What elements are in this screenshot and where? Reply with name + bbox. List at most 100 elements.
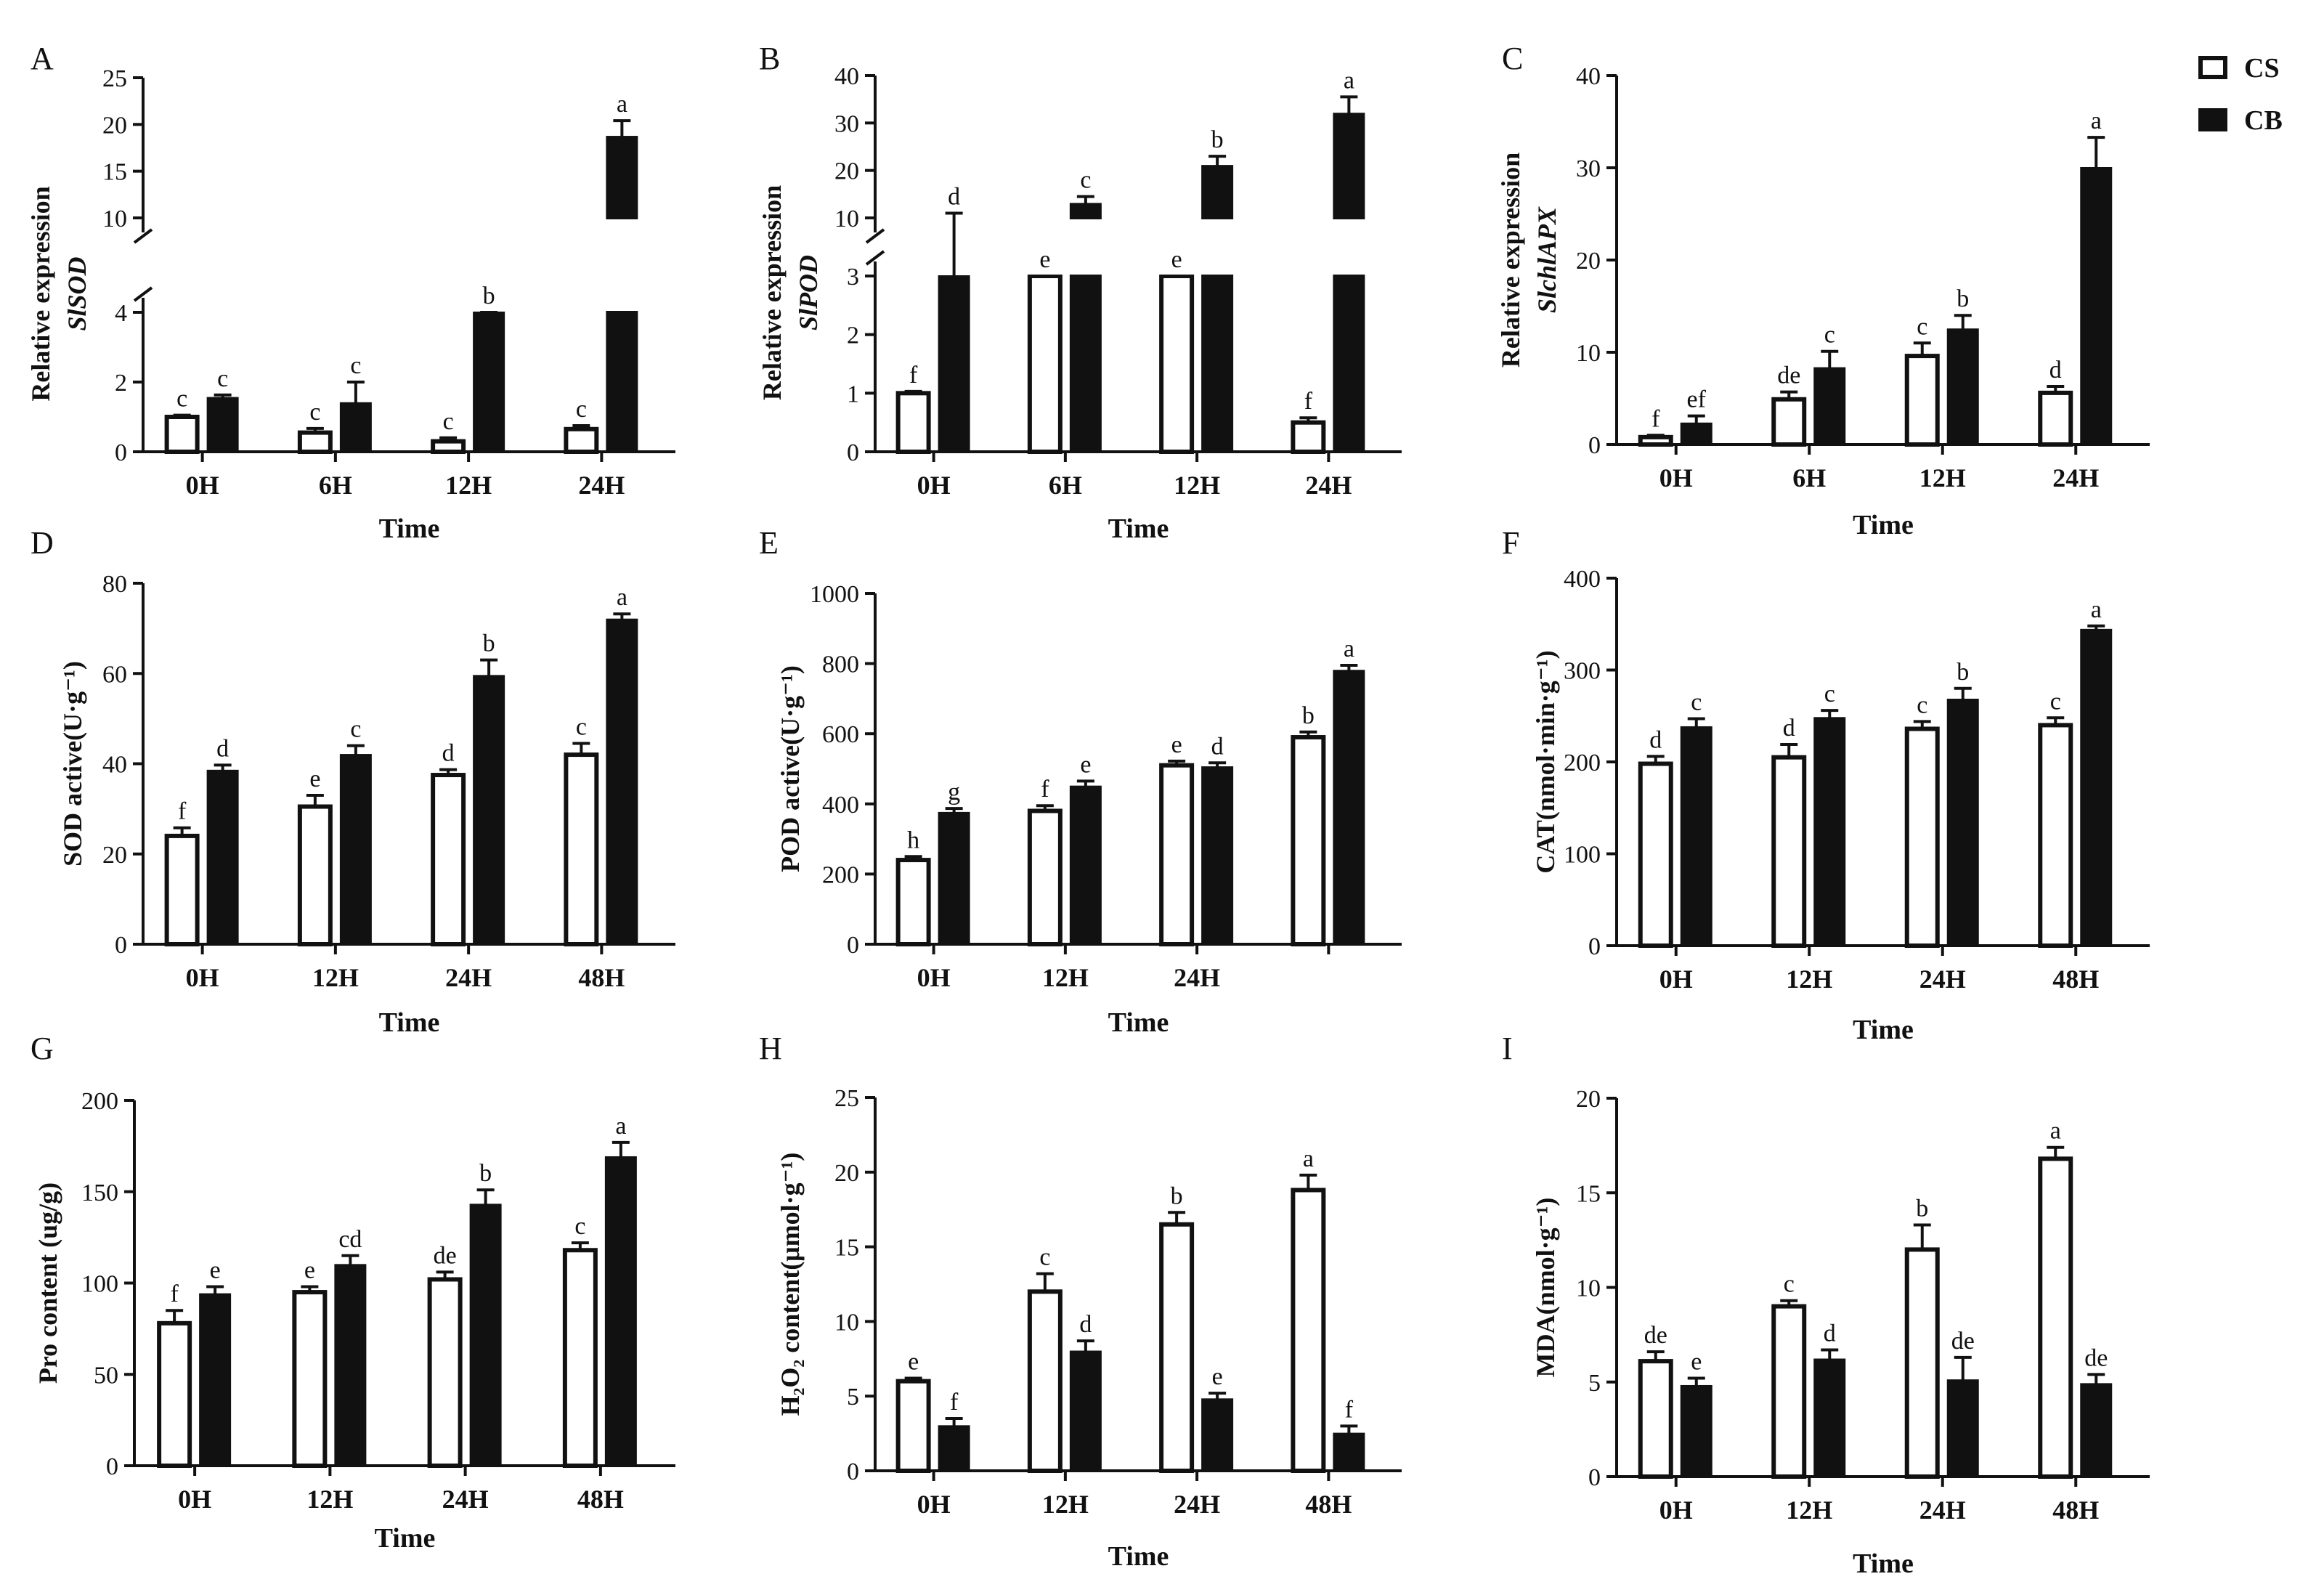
- y-tick-label: 1000: [810, 581, 859, 608]
- x-tick-label: 24H: [1174, 1490, 1220, 1519]
- panel-i: I051015200Hdee12Hcd24Hbde48HadeTimeMDA(n…: [1502, 1031, 2150, 1579]
- y-tick-label: 1: [847, 381, 859, 407]
- y-tick-label: 0: [847, 932, 859, 959]
- bar-cb: [938, 1425, 970, 1472]
- bar-cs: [1159, 763, 1195, 947]
- y-tick-label: 2: [115, 370, 127, 397]
- x-tick-label: 24H: [578, 471, 625, 500]
- bar-break-gap: [1025, 219, 1064, 275]
- x-tick-label: 6H: [319, 471, 352, 500]
- y-tick-label: 20: [102, 112, 127, 139]
- y-tick-label: 25: [834, 1085, 859, 1112]
- panel-a: A 0 2 4 10 15 20 25 0H c c 6H c c 12H c b 24H c a Time Relati…: [26, 41, 675, 544]
- bar-cs: [157, 1320, 192, 1468]
- x-axis-title: Time: [379, 514, 440, 544]
- x-tick-label: 12H: [306, 1485, 353, 1514]
- significance-letter: d: [1824, 1320, 1836, 1347]
- significance-letter: e: [1171, 246, 1182, 273]
- y-tick-label: 0: [115, 932, 127, 959]
- bar-cb: [2080, 1383, 2113, 1477]
- significance-letter: f: [1304, 388, 1313, 415]
- bar-cs: [1291, 420, 1326, 455]
- bar-cb: [938, 811, 970, 945]
- significance-letter: f: [1345, 1396, 1354, 1423]
- y-tick-label: 200: [822, 861, 859, 888]
- x-tick-label: 12H: [312, 963, 359, 992]
- bar-cb: [206, 397, 239, 452]
- y-axis-title: Relative expression: [26, 186, 55, 401]
- bar-cs: [431, 773, 466, 946]
- significance-letter: a: [1303, 1145, 1314, 1172]
- significance-letter: f: [1651, 405, 1660, 432]
- bar-cb: [1946, 698, 1979, 946]
- y-tick-label: 200: [1564, 750, 1601, 776]
- bar-cs: [1904, 1247, 1940, 1480]
- significance-letter: c: [350, 352, 361, 379]
- significance-letter: f: [178, 798, 187, 825]
- significance-letter: b: [1916, 1196, 1928, 1222]
- significance-letter: f: [1041, 776, 1049, 803]
- bar-cs: [2038, 390, 2073, 447]
- bar-cb: [1813, 1358, 1846, 1477]
- bar-cb: [1201, 165, 1234, 452]
- significance-letter: c: [176, 386, 187, 413]
- x-tick-label: 24H: [1305, 471, 1352, 500]
- significance-letter: d: [1211, 733, 1224, 760]
- bar-cs: [164, 833, 200, 947]
- x-tick-label: 0H: [178, 1485, 211, 1514]
- bar-cb: [206, 769, 239, 945]
- significance-letter: de: [1777, 362, 1800, 389]
- bar-cb: [2080, 167, 2113, 445]
- bar-cs: [292, 1290, 328, 1468]
- legend-label: CS: [2244, 53, 2280, 84]
- y-tick-label: 20: [1576, 1086, 1601, 1113]
- y-tick-label: 0: [1588, 432, 1601, 459]
- bar-cs: [895, 391, 931, 454]
- bar-cb: [606, 618, 638, 945]
- bar-cs: [1771, 755, 1807, 949]
- legend: CS CB: [2198, 53, 2283, 136]
- bar-cb: [1946, 328, 1979, 445]
- y-tick-label: 80: [102, 571, 127, 598]
- bar-cs: [1159, 1222, 1195, 1473]
- x-axis-title: Time: [1853, 1015, 1914, 1045]
- bar-cb: [1201, 766, 1234, 945]
- bar-cs: [297, 430, 333, 454]
- x-tick-label: 6H: [1049, 471, 1082, 500]
- panel-label: F: [1502, 525, 1519, 561]
- bar-cs: [564, 426, 599, 454]
- bar-cs: [1291, 735, 1326, 947]
- significance-letter: d: [216, 735, 229, 762]
- significance-letter: h: [907, 827, 919, 853]
- significance-letter: d: [1079, 1311, 1092, 1338]
- bar-cb: [1680, 422, 1712, 445]
- y-axis-title: H₂O₂ content(μmol·g⁻¹): [776, 1153, 805, 1416]
- bar-cb: [938, 275, 970, 452]
- significance-letter: f: [950, 1389, 959, 1416]
- x-tick-label: 0H: [186, 963, 219, 992]
- bar-cs: [2038, 1156, 2073, 1479]
- significance-letter: c: [576, 396, 587, 423]
- significance-letter: b: [483, 283, 495, 309]
- x-tick-label: 24H: [445, 963, 492, 992]
- y-tick-label: 20: [102, 842, 127, 869]
- bar-break-gap: [470, 219, 508, 311]
- x-axis-title: Time: [379, 1007, 440, 1038]
- x-axis-title: Time: [1108, 514, 1169, 544]
- x-tick-label: 24H: [1919, 1495, 1966, 1525]
- significance-letter: de: [434, 1242, 457, 1269]
- bar-cs: [1771, 397, 1807, 447]
- bar-cs: [297, 804, 333, 947]
- x-tick-label: 0H: [1659, 965, 1693, 994]
- y-axis-title: CAT(nmol·min·g⁻¹): [1531, 650, 1560, 873]
- x-tick-label: 48H: [577, 1485, 624, 1514]
- x-tick-label: 24H: [442, 1485, 489, 1514]
- panel-g: G0501001502000Hfe12Hecd24Hdeb48HcaTimePr…: [31, 1031, 675, 1554]
- y-tick-label: 200: [81, 1088, 118, 1115]
- bar-cb: [1813, 717, 1846, 947]
- panels: A024101520250Hcc6Hcc12Hcb24HcaTimeRelati…: [26, 41, 2150, 1579]
- bar-cb: [1680, 726, 1712, 946]
- significance-letter: c: [1784, 1271, 1795, 1298]
- bar-break-gap: [1158, 219, 1196, 275]
- bar-cb: [604, 1156, 637, 1466]
